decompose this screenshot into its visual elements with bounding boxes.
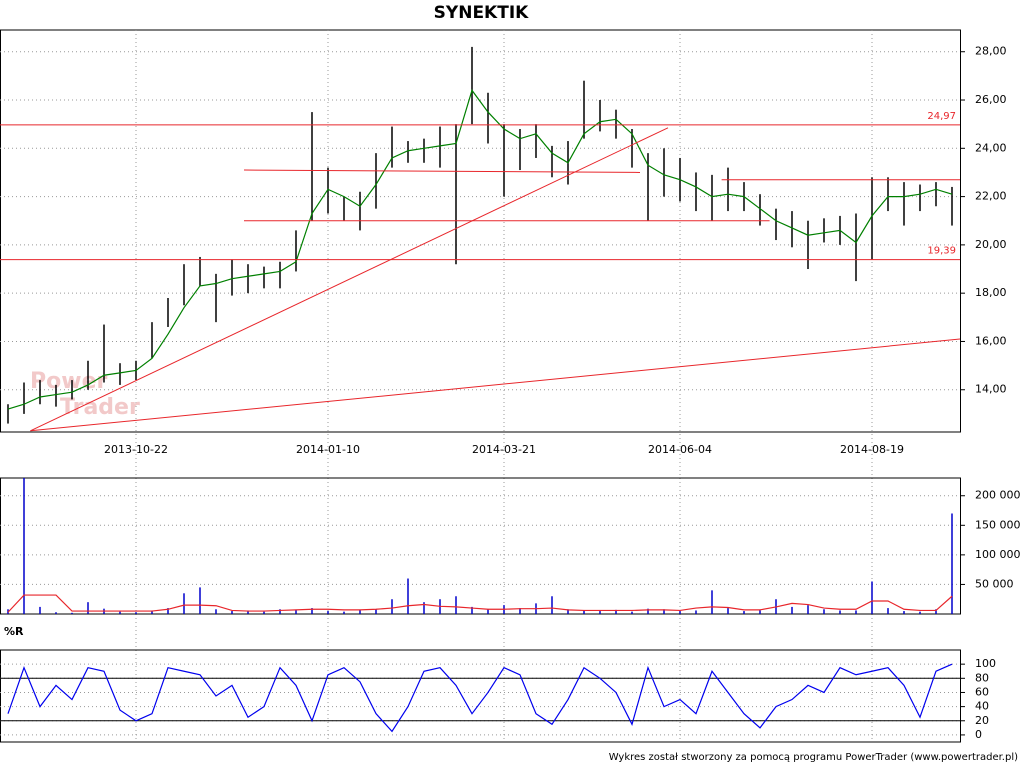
trend-line [30, 338, 961, 432]
x-tick-label: 2014-08-19 [840, 443, 904, 456]
indicator-line [7, 663, 953, 733]
level-label: 24,97 [927, 111, 956, 122]
y-tick-label: 14,00 [975, 383, 1007, 396]
trend-line [30, 127, 669, 432]
plot-frame [0, 649, 961, 743]
y-tick-label: 20 [975, 714, 989, 727]
chart-title: SYNEKTIK [434, 3, 529, 23]
x-tick-label: 2013-10-22 [104, 443, 168, 456]
y-tick-label: 40 [975, 700, 989, 713]
footer: Wykres został stworzony za pomocą progra… [609, 752, 1018, 763]
volume-average [7, 594, 953, 613]
y-tick-label: 18,00 [975, 286, 1007, 299]
x-tick-label: 2014-06-04 [648, 443, 712, 456]
y-tick-label: 60 [975, 685, 989, 698]
watermark: Trader [60, 395, 140, 420]
y-tick-label: 0 [975, 728, 982, 741]
level-label: 19,39 [927, 246, 956, 257]
y-tick-label: 26,00 [975, 93, 1007, 106]
y-tick-label: 100 000 [975, 548, 1021, 561]
plot-frame [0, 29, 961, 433]
trend-line [243, 169, 641, 173]
plot-frame [0, 477, 961, 615]
y-tick-label: 28,00 [975, 45, 1007, 58]
y-tick-label: 24,00 [975, 141, 1007, 154]
y-tick-label: 22,00 [975, 190, 1007, 203]
y-tick-label: 200 000 [975, 489, 1021, 502]
y-tick-label: 20,00 [975, 238, 1007, 251]
y-tick-label: 16,00 [975, 334, 1007, 347]
y-tick-label: 50 000 [975, 577, 1014, 590]
y-tick-label: 150 000 [975, 518, 1021, 531]
moving-average [7, 89, 953, 410]
y-tick-label: 100 [975, 657, 996, 670]
watermark: Power [30, 369, 107, 394]
x-tick-label: 2014-03-21 [472, 443, 536, 456]
x-tick-label: 2014-01-10 [296, 443, 360, 456]
y-tick-label: 80 [975, 671, 989, 684]
panel-title: %R [4, 625, 24, 638]
